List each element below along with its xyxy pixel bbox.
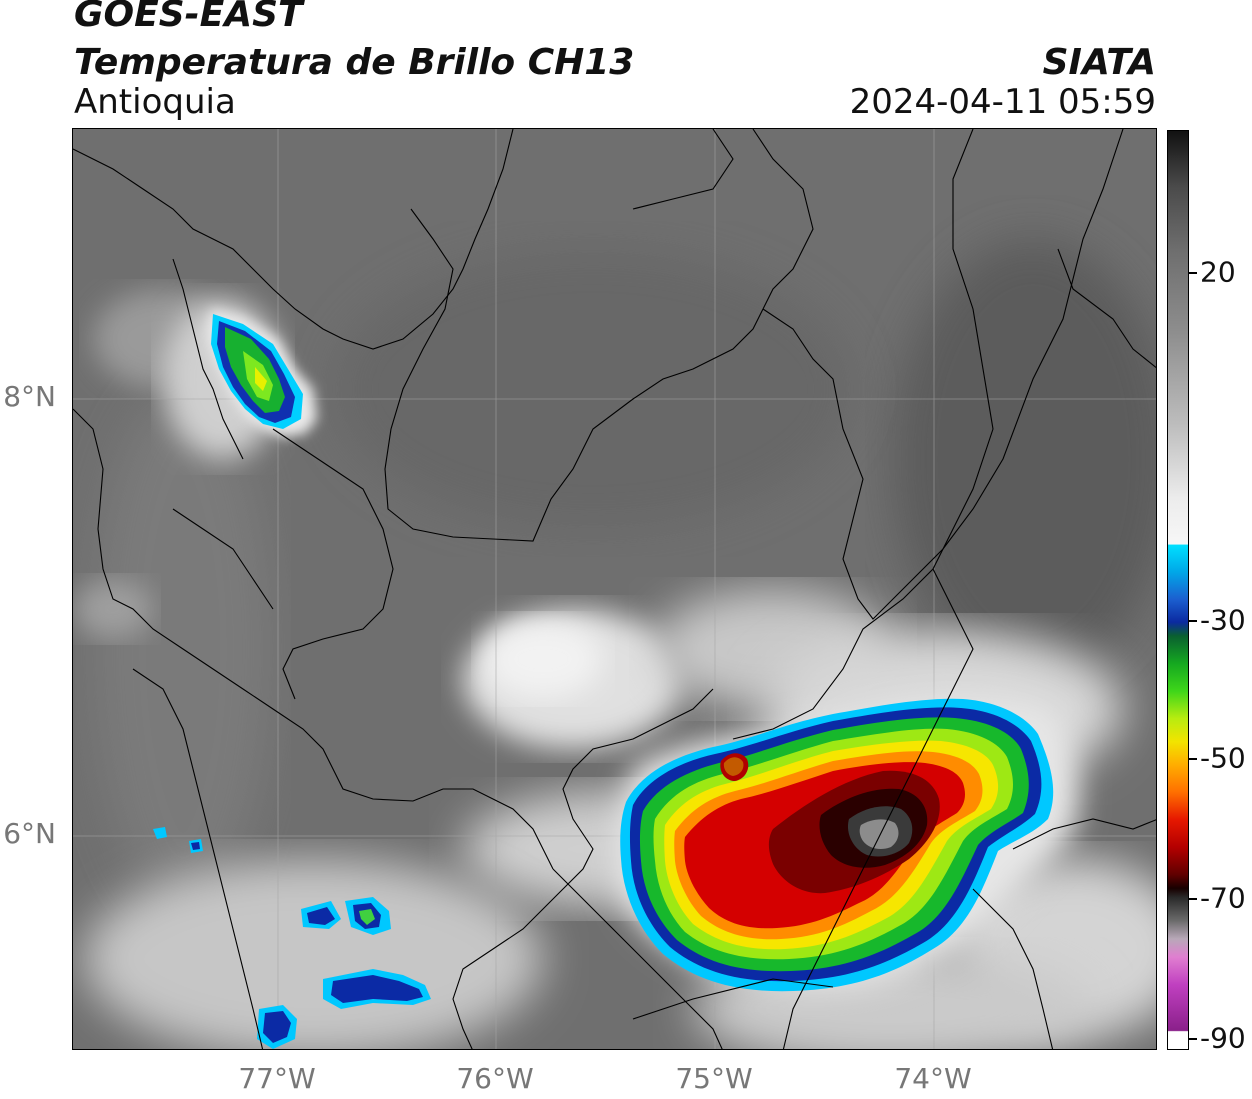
boundaries [73, 129, 1156, 1049]
lon-label-76w: 76°W [456, 1062, 534, 1095]
title: GOES-EAST [74, 0, 303, 35]
colorbar-label-minus90: -90 [1200, 1021, 1246, 1055]
colorbar-tick [1189, 898, 1197, 900]
colorbar-label-minus50: -50 [1200, 741, 1246, 775]
colorbar-tick [1189, 1038, 1197, 1040]
subtitle: Temperatura de Brillo CH13 [74, 42, 635, 83]
colorbar-label-minus70: -70 [1200, 881, 1246, 915]
colorbar-label-minus30: -30 [1200, 603, 1246, 637]
map-svg [73, 129, 1156, 1049]
timestamp: 2024-04-11 05:59 [849, 82, 1156, 122]
colorbar-tick [1189, 272, 1197, 274]
storm-system-southeast [617, 697, 1080, 992]
storm-cell-northwest [206, 309, 317, 437]
satellite-map[interactable] [72, 128, 1157, 1050]
dark-patch [333, 249, 853, 529]
dark-patch [893, 239, 1156, 679]
colorbar [1167, 130, 1189, 1050]
lon-label-75w: 75°W [675, 1062, 753, 1095]
lat-label-8n: 8°N [3, 380, 56, 413]
lat-label-6n: 6°N [3, 817, 56, 850]
colorbar-tick [1189, 758, 1197, 760]
colorbar-tick [1189, 620, 1197, 622]
colorbar-label-20: 20 [1200, 255, 1236, 289]
region-label: Antioquia [74, 82, 236, 122]
organization-label: SIATA [1042, 42, 1156, 83]
lon-label-77w: 77°W [238, 1062, 316, 1095]
storm-cells-southwest [153, 827, 431, 1049]
lon-label-74w: 74°W [894, 1062, 972, 1095]
